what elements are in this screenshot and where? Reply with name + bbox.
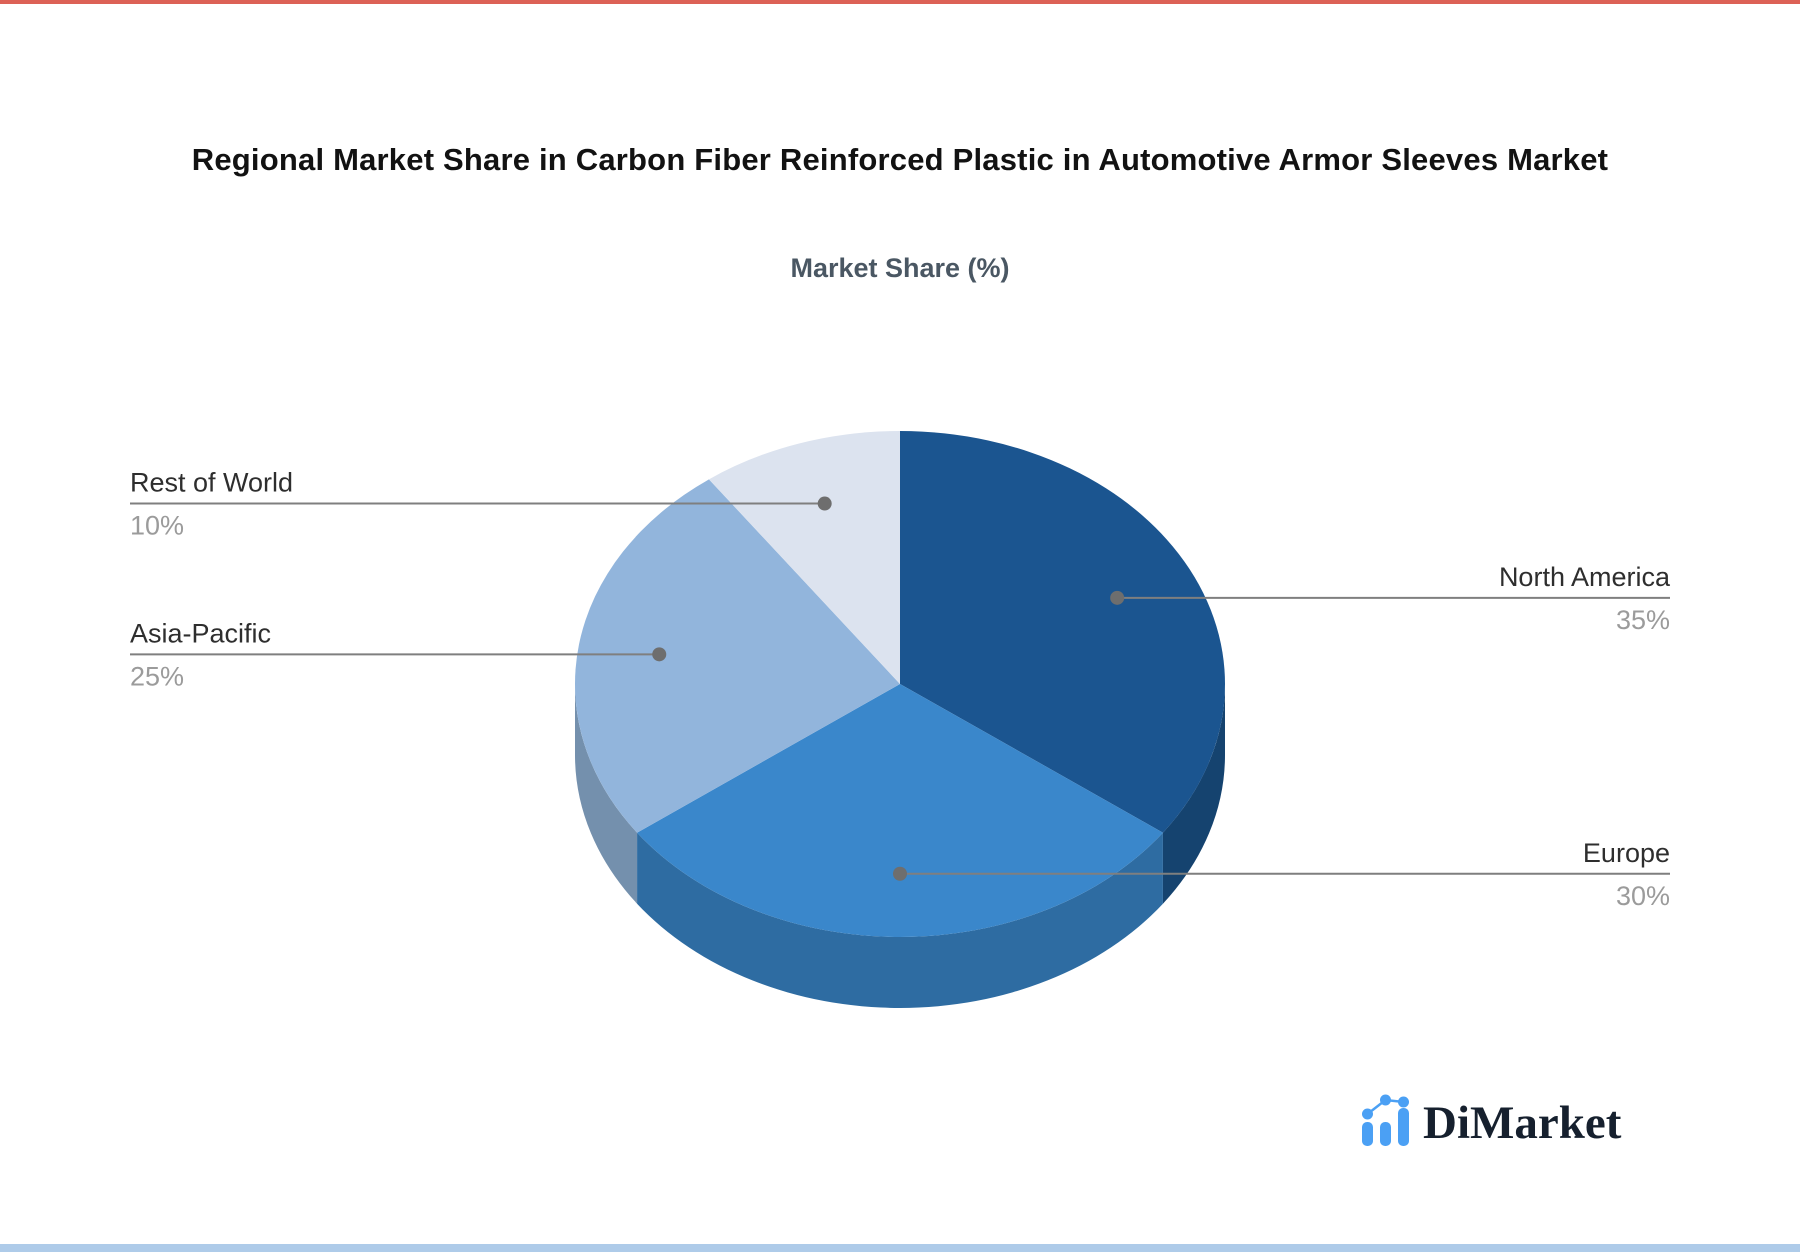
- slice-label-rest-of-world: Rest of World: [130, 468, 293, 498]
- connector-dot-rest-of-world: [817, 496, 832, 511]
- slice-percent-asia-pacific: 25%: [130, 661, 184, 691]
- pie-slice-side-europe: [637, 832, 1163, 1008]
- slice-label-europe: Europe: [1583, 838, 1670, 868]
- pie-slice-side-north-america: [1162, 684, 1225, 904]
- pie-slice-asia-pacific[interactable]: [575, 479, 900, 833]
- pie-slice-side-asia-pacific: [575, 684, 638, 904]
- slice-percent-rest-of-world: 10%: [130, 511, 184, 541]
- slice-percent-north-america: 35%: [1616, 605, 1670, 635]
- brand-logo: DiMarket: [1360, 1088, 1621, 1150]
- top-accent-strip: [0, 0, 1800, 4]
- chart-subtitle: Market Share (%): [790, 253, 1010, 283]
- slice-label-north-america: North America: [1499, 562, 1671, 592]
- slice-label-asia-pacific: Asia-Pacific: [130, 618, 271, 648]
- brand-logo-text: DiMarket: [1423, 1096, 1622, 1149]
- pie-slice-north-america[interactable]: [900, 431, 1225, 833]
- connector-dot-north-america: [1110, 590, 1125, 605]
- connector-dot-europe: [893, 866, 907, 881]
- pie-slice-rest-of-world[interactable]: [708, 431, 900, 684]
- chart-title: Regional Market Share in Carbon Fiber Re…: [191, 142, 1609, 177]
- slice-percent-europe: 30%: [1616, 881, 1670, 911]
- bottom-accent-strip: [0, 1244, 1800, 1252]
- bar-chart-logo-icon: [1362, 1094, 1409, 1146]
- connector-dot-asia-pacific: [652, 647, 667, 662]
